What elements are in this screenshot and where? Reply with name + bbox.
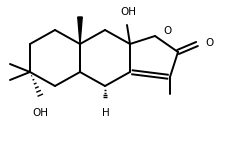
Text: H: H bbox=[102, 108, 110, 118]
Text: OH: OH bbox=[32, 108, 48, 118]
Polygon shape bbox=[78, 17, 82, 44]
Text: O: O bbox=[163, 26, 171, 36]
Text: O: O bbox=[205, 38, 213, 48]
Text: OH: OH bbox=[120, 7, 136, 17]
